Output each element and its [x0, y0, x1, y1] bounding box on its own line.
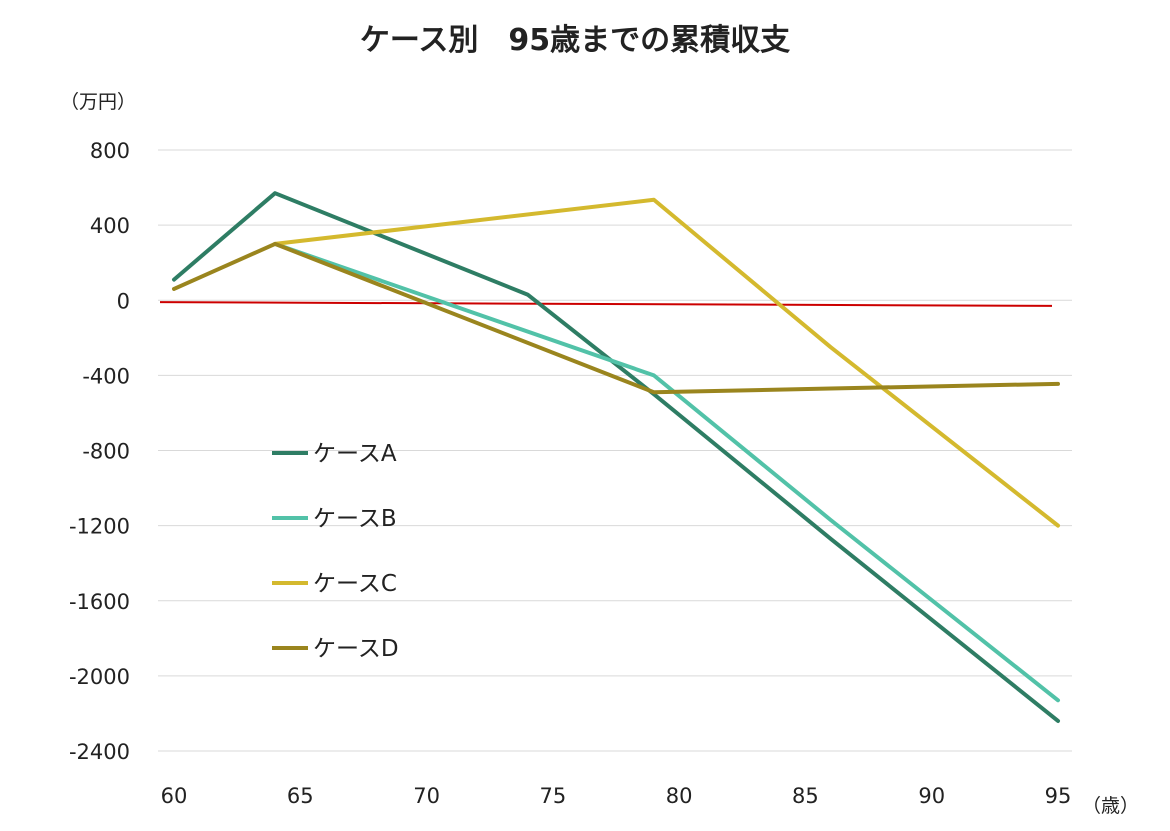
x-axis-ticks: 60 65 70 75 80 85 90 95 — [161, 784, 1072, 808]
y-tick-label: -1200 — [69, 515, 130, 539]
x-tick-label: 65 — [287, 784, 314, 808]
gridlines — [158, 149, 1072, 752]
reference-line — [159, 301, 1053, 307]
y-tick-label: -800 — [82, 440, 130, 464]
legend-label-1: ケースA — [313, 441, 397, 467]
x-axis-unit-label: （歳） — [1082, 795, 1139, 817]
y-axis-ticks: 800 400 0 -400 -800 -1200 -1600 -2000 -2400 — [69, 139, 130, 764]
y-tick-label: 400 — [90, 214, 130, 238]
series-line-2 — [273, 241, 1060, 703]
y-axis-unit-label: （万円） — [60, 91, 136, 113]
y-tick-label: -1600 — [69, 590, 130, 614]
legend: ケースA ケースB ケースC ケースD — [272, 441, 399, 662]
series-line-1 — [172, 191, 1060, 723]
y-tick-label: 0 — [117, 289, 130, 313]
x-tick-label: 85 — [792, 784, 819, 808]
x-tick-label: 75 — [539, 784, 566, 808]
y-tick-label: -2400 — [69, 740, 130, 764]
series-line-4 — [172, 241, 1060, 395]
x-tick-label: 95 — [1045, 784, 1072, 808]
x-tick-label: 60 — [161, 784, 188, 808]
zero-reference-line — [159, 301, 1053, 307]
x-tick-label: 80 — [666, 784, 693, 808]
series-line-3 — [273, 197, 1060, 528]
chart-title: ケース別 95歳までの累積収支 — [360, 23, 790, 58]
y-tick-label: 800 — [90, 139, 130, 163]
legend-label-4: ケースD — [313, 636, 399, 662]
series-lines — [172, 191, 1060, 723]
y-tick-label: -2000 — [69, 665, 130, 689]
y-tick-label: -400 — [82, 364, 130, 388]
legend-label-2: ケースB — [313, 506, 397, 532]
x-tick-label: 70 — [413, 784, 440, 808]
legend-label-3: ケースC — [313, 571, 397, 597]
x-tick-label: 90 — [918, 784, 945, 808]
